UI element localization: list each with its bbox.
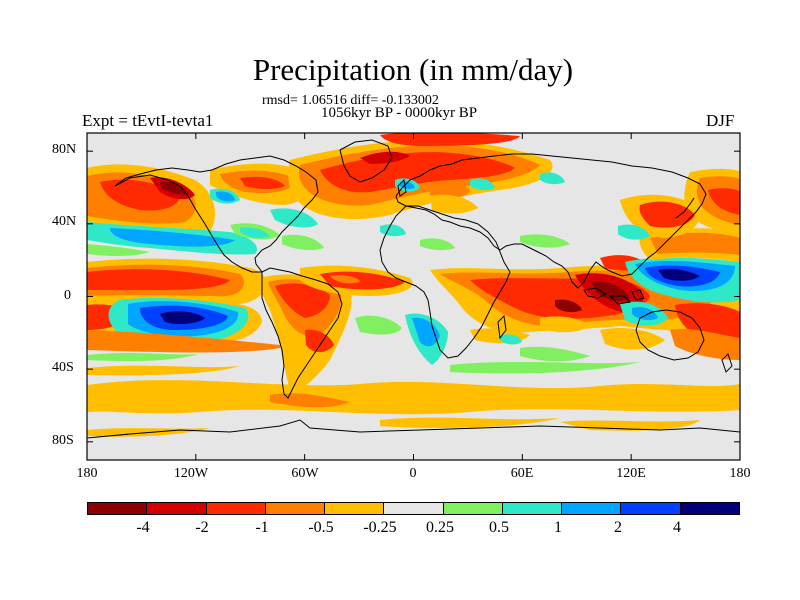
colorbar-label: 1	[554, 519, 562, 536]
anomaly-region	[450, 362, 640, 374]
period-line: 1056kyr BP - 0000kyr BP	[321, 105, 478, 121]
anomaly-region	[650, 232, 740, 255]
anomaly-region	[430, 182, 470, 199]
anomaly-region	[87, 380, 740, 415]
anomaly-region	[380, 133, 520, 146]
map-field	[87, 133, 740, 460]
anomaly-region	[520, 346, 590, 362]
coastline-uk	[397, 178, 407, 197]
colorbar-label: -4	[136, 519, 150, 536]
anomaly-region	[600, 328, 665, 350]
anomaly-region	[555, 299, 582, 313]
colorbar-swatch	[88, 503, 148, 514]
coastline-madagascar	[497, 314, 507, 340]
anomaly-region	[270, 393, 350, 408]
anomaly-region	[500, 334, 522, 345]
colorbar-label: -0.5	[308, 519, 334, 536]
anomaly-region	[305, 329, 334, 353]
lat-tick-label: 40N	[52, 214, 77, 229]
anomaly-region	[275, 283, 330, 318]
lon-tick-label: 60W	[291, 466, 319, 481]
stats-line: rmsd= 1.06516 diff= -0.133002	[262, 93, 439, 108]
coastline-eurasia	[395, 153, 707, 289]
anomaly-region	[670, 328, 740, 360]
coastline-australia	[635, 309, 705, 361]
coastlines	[87, 139, 740, 439]
colorbar-swatch	[502, 503, 563, 514]
figure-title: Precipitation (in mm/day)	[252, 52, 574, 87]
colorbar-swatch	[147, 503, 207, 514]
colorbar-label: -0.25	[363, 519, 397, 536]
colorbar-label: -1	[255, 519, 269, 536]
anomaly-region	[658, 268, 700, 281]
lon-tick-label: 60E	[510, 466, 534, 481]
anomaly-region	[110, 228, 235, 247]
colorbar-label: 2	[614, 519, 622, 536]
anomaly-region	[87, 352, 200, 362]
anomaly-region	[520, 234, 570, 248]
anomaly-region	[639, 201, 695, 228]
colorbar-swatch	[621, 503, 681, 514]
colorbar	[87, 502, 740, 515]
colorbar-label: 4	[673, 519, 681, 536]
coastline-south-america	[261, 267, 343, 399]
anomaly-region	[216, 191, 235, 202]
coastline-greenland	[339, 139, 393, 183]
lon-tick-label: 0	[409, 466, 417, 481]
lat-tick-label: 80S	[52, 433, 74, 448]
anomaly-region	[470, 178, 495, 191]
anomaly-region	[360, 151, 410, 164]
coastline-japan	[675, 197, 695, 219]
axis-ticks	[86, 133, 741, 460]
experiment-label: Expt = tEvtI-tevta1	[82, 111, 214, 130]
anomaly-region	[632, 307, 658, 321]
colorbar-swatch	[384, 503, 444, 514]
lon-tick-label: 120W	[173, 466, 209, 481]
anomaly-region	[708, 188, 740, 215]
season-label: DJF	[706, 111, 735, 130]
anomaly-region	[240, 227, 270, 239]
anomaly-region	[160, 181, 188, 195]
anomaly-region	[540, 316, 590, 333]
lon-tick-label: 180	[76, 466, 98, 481]
anomaly-region	[380, 417, 560, 428]
anomaly-region	[240, 176, 285, 189]
lat-tick-label: 80N	[52, 142, 77, 157]
colorbar-swatch	[206, 503, 266, 514]
anomaly-region	[420, 238, 455, 251]
anomaly-region	[540, 172, 565, 185]
anomaly-region	[282, 234, 324, 251]
anomaly-region	[87, 330, 290, 353]
coastline-antarctica	[87, 419, 740, 439]
anomaly-region	[160, 311, 205, 325]
lat-tick-label: 0	[64, 288, 71, 303]
anomaly-region	[430, 194, 478, 214]
coastline-new-zealand	[721, 353, 733, 373]
coastline-indonesia	[583, 287, 645, 305]
anomaly-region	[355, 315, 402, 335]
anomaly-region	[412, 317, 440, 347]
lon-tick-label: 180	[729, 466, 751, 481]
anomaly-region	[87, 365, 240, 376]
coastline-africa	[379, 205, 511, 359]
colorbar-swatch	[265, 503, 326, 514]
colorbar-label: 0.25	[426, 519, 454, 536]
anomaly-region	[270, 208, 318, 228]
anomaly-region	[87, 269, 230, 291]
anomaly-region	[400, 181, 415, 190]
anomaly-region	[87, 244, 150, 256]
lon-tick-label: 120E	[616, 466, 646, 481]
colorbar-swatch	[562, 503, 622, 514]
colorbar-swatch	[680, 503, 739, 514]
anomaly-region	[330, 275, 360, 284]
coastline-north-america	[114, 155, 319, 273]
colorbar-label: 0.5	[489, 519, 509, 536]
lat-tick-label: 40S	[52, 360, 74, 375]
colorbar-swatch	[325, 503, 385, 514]
anomaly-region	[618, 224, 650, 240]
colorbar-label: -2	[195, 519, 209, 536]
colorbar-swatch	[443, 503, 503, 514]
